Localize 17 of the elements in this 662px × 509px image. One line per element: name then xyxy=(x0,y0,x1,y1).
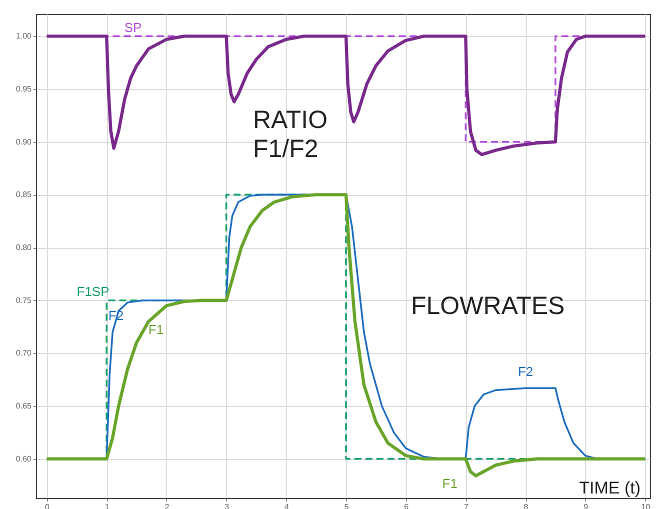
y-tick-label: 0.80 xyxy=(16,243,32,252)
y-tick-label: 0.95 xyxy=(16,84,32,94)
annotation: F2 xyxy=(518,364,534,380)
annotation: F1 xyxy=(442,476,458,491)
y-tick-label: 0.90 xyxy=(16,137,32,146)
y-tick-label: 0.75 xyxy=(16,296,32,305)
series-label: F1SP xyxy=(76,284,110,299)
y-tick-label: 0.65 xyxy=(16,402,32,411)
annotation: FLOWRATES xyxy=(411,292,565,320)
x-axis-title: TIME (t) xyxy=(579,478,640,498)
y-tick-label: 1.00 xyxy=(16,32,32,41)
y-tick-label: 0.60 xyxy=(16,454,32,464)
series-label: F1 xyxy=(148,322,164,337)
annotation: RATIO F1/F2 xyxy=(253,106,328,163)
y-tick-label: 0.70 xyxy=(16,348,32,358)
series-label: SP xyxy=(124,20,142,35)
y-tick-label: 0.85 xyxy=(16,190,32,200)
